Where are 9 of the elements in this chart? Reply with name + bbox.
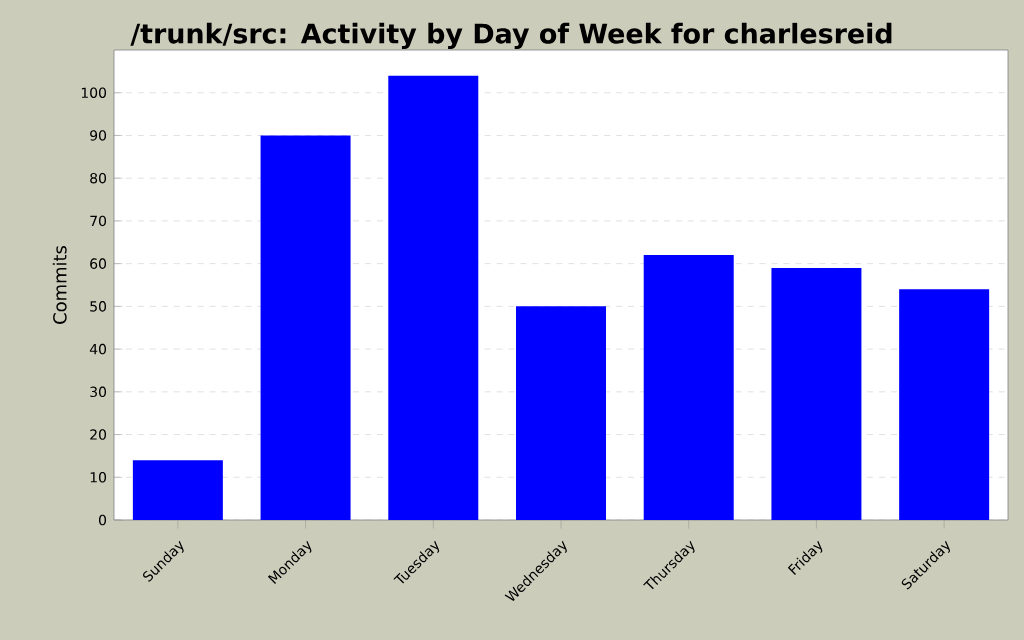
bar: [132, 460, 223, 520]
bar: [516, 306, 606, 520]
bar: [643, 255, 734, 520]
y-axis-title: Commits: [52, 245, 67, 324]
chart-title: /trunk/src: Activity by Day of Week for charlesreid: [130, 22, 892, 50]
bar: [388, 75, 479, 520]
bar: [771, 267, 862, 520]
bar: [899, 289, 990, 520]
bar: [260, 135, 351, 520]
